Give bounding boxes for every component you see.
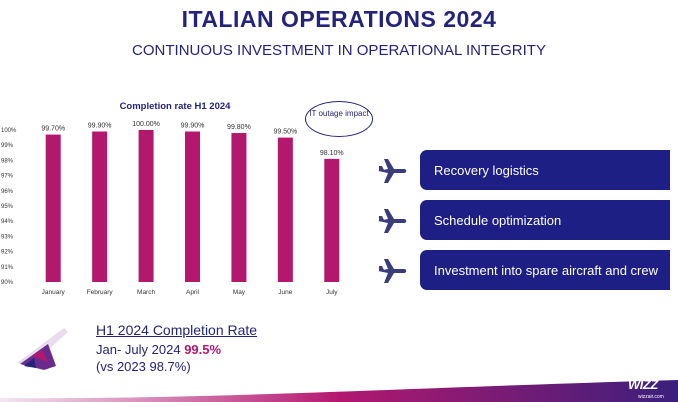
- y-tick-label: 100%: [1, 128, 17, 134]
- y-tick-label: 90%: [1, 280, 14, 286]
- x-tick-label: April: [186, 289, 200, 296]
- bar-january: [45, 134, 61, 282]
- y-tick-label: 94%: [1, 219, 14, 225]
- y-tick-label: 97%: [1, 174, 14, 180]
- summary-period-text: Jan- July 2024: [96, 342, 181, 357]
- data-label: 99.90%: [181, 123, 205, 130]
- x-tick-label: May: [233, 289, 246, 296]
- bar-march: [138, 130, 154, 282]
- summary-comparison: (vs 2023 98.7%): [96, 359, 191, 374]
- action-schedule-optimization: Schedule optimization: [420, 200, 670, 240]
- wizz-logo: WIZZ: [628, 377, 658, 392]
- footer-swoosh: [0, 380, 678, 402]
- airplane-icon: [378, 209, 407, 233]
- data-label: 99.50%: [273, 129, 297, 136]
- data-label: 100.00%: [132, 121, 160, 128]
- completion-rate-chart: 90% 91% 92% 93% 94% 95% 96% 97% 98% 99% 100% 99.70%…: [1, 121, 344, 296]
- data-label: 99.90%: [88, 123, 112, 130]
- summary-block: H1 2024 Completion Rate Jan- July 2024 9…: [96, 322, 257, 374]
- y-tick-label: 92%: [1, 250, 14, 256]
- action-investment-spare-aircraft: Investment into spare aircraft and crew: [420, 250, 670, 290]
- summary-value: 99.5%: [184, 342, 222, 357]
- action-row-recovery: Recovery logistics: [376, 150, 676, 190]
- x-tick-label: March: [137, 289, 155, 296]
- bar-february: [92, 131, 108, 282]
- summary-heading: H1 2024 Completion Rate: [96, 322, 258, 338]
- action-recovery-logistics: Recovery logistics: [420, 150, 670, 190]
- bar-july: [324, 158, 340, 282]
- data-label: 99.80%: [227, 124, 251, 131]
- y-tick-label: 99%: [1, 143, 14, 149]
- bar-june: [277, 137, 293, 282]
- summary-period: Jan- July 2024 99.5%: [96, 342, 257, 357]
- it-outage-annotation: IT outage impact: [305, 101, 373, 137]
- action-row-schedule: Schedule optimization: [376, 200, 676, 240]
- x-tick-label: January: [42, 289, 66, 296]
- data-label: 98.10%: [320, 150, 344, 157]
- x-tick-label: June: [278, 289, 292, 296]
- bar-may: [231, 133, 247, 282]
- y-tick-label: 95%: [1, 204, 14, 210]
- y-tick-label: 91%: [1, 265, 14, 271]
- page-subtitle: CONTINUOUS INVESTMENT IN OPERATIONAL INT…: [132, 42, 546, 59]
- y-tick-label: 96%: [1, 189, 14, 195]
- chart-title: Completion rate H1 2024: [119, 101, 231, 112]
- airplane-icon: [378, 259, 407, 283]
- tail-fin-icon: [18, 328, 68, 370]
- x-tick-label: February: [87, 289, 114, 296]
- x-tick-label: July: [326, 289, 338, 296]
- data-label: 99.70%: [41, 126, 65, 133]
- action-row-investment: Investment into spare aircraft and crew: [376, 250, 676, 290]
- airplane-icon: [378, 159, 407, 183]
- wizz-logo-url: wizzair.com: [638, 394, 664, 400]
- page-title: ITALIAN OPERATIONS 2024: [181, 6, 497, 32]
- y-tick-label: 98%: [1, 158, 14, 164]
- y-tick-label: 93%: [1, 234, 14, 240]
- bar-april: [185, 131, 200, 282]
